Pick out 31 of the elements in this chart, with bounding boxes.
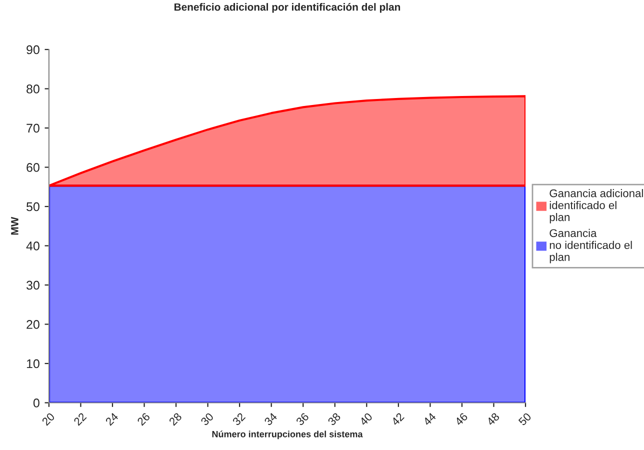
y-tick-label: 0 [33, 398, 40, 408]
y-tick-label: 10 [26, 359, 40, 368]
y-tick-label: 80 [26, 84, 40, 94]
y-tick-label: 40 [26, 242, 40, 250]
legend-label: Ganancia no identificado el plan [550, 228, 632, 264]
x-tick-label: 40 [359, 412, 373, 426]
x-tick-label: 50 [518, 412, 532, 426]
x-tick-label: 28 [168, 412, 182, 426]
y-tick-label: 50 [26, 202, 40, 212]
x-tick-label: 26 [136, 412, 150, 426]
x-tick-label: 38 [327, 412, 342, 426]
y-tick-label: 20 [26, 320, 40, 329]
x-tick-label: 48 [486, 412, 500, 426]
y-tick-label: 90 [26, 45, 40, 54]
x-tick-label: 46 [454, 412, 468, 426]
y-tick-label: 70 [26, 124, 40, 133]
x-tick-label: 32 [232, 412, 246, 426]
y-axis-title: MW [11, 216, 18, 235]
x-tick-label: 44 [422, 412, 436, 426]
x-tick-label: 24 [105, 412, 119, 426]
x-tick-label: 34 [264, 412, 278, 426]
x-tick-label: 36 [296, 412, 310, 426]
y-tick-label: 30 [26, 280, 40, 290]
legend-label: Ganancia adicional identificado el plan [550, 189, 643, 224]
x-tick-label: 42 [390, 412, 404, 426]
x-tick-label: 22 [73, 412, 87, 426]
x-tick-label: 30 [200, 412, 214, 426]
x-axis-title: Número interrupciones del sistema [212, 430, 363, 440]
chart-title: Beneficio adicional por identificación del plan [174, 2, 400, 13]
y-tick-label: 60 [26, 163, 40, 172]
x-tick-label: 20 [42, 412, 56, 426]
